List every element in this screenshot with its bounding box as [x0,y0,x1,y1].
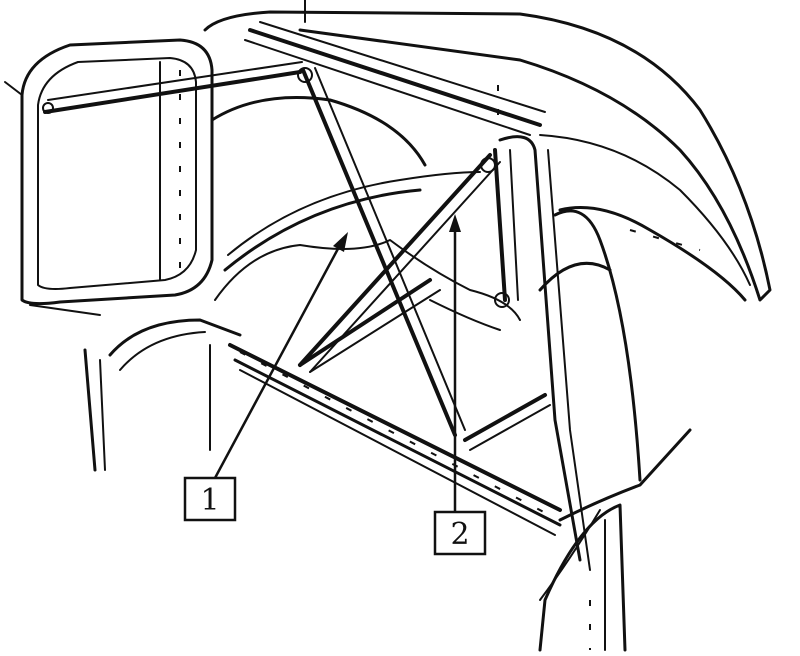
top-cross-bow [42,61,303,114]
right-vertical-post [493,135,591,571]
top-rail [244,0,546,136]
callout-2: 2 [433,510,487,556]
inner-bow [210,96,481,272]
left-body-contour [29,304,242,472]
right-body-corner [538,428,692,652]
rear-side-panel [538,209,701,482]
roof-panel [203,10,772,302]
callout-2-label: 2 [450,517,469,552]
fabric-surface [214,239,521,331]
callout-1: 1 [183,476,237,522]
diagonal-strut-long [297,67,466,437]
left-side-panel [4,38,214,306]
leader-1 [213,232,348,479]
bottom-side-rail [228,343,562,536]
lower-linkage [298,278,551,451]
leader-2 [449,214,461,512]
callout-1-label: 1 [200,483,219,518]
